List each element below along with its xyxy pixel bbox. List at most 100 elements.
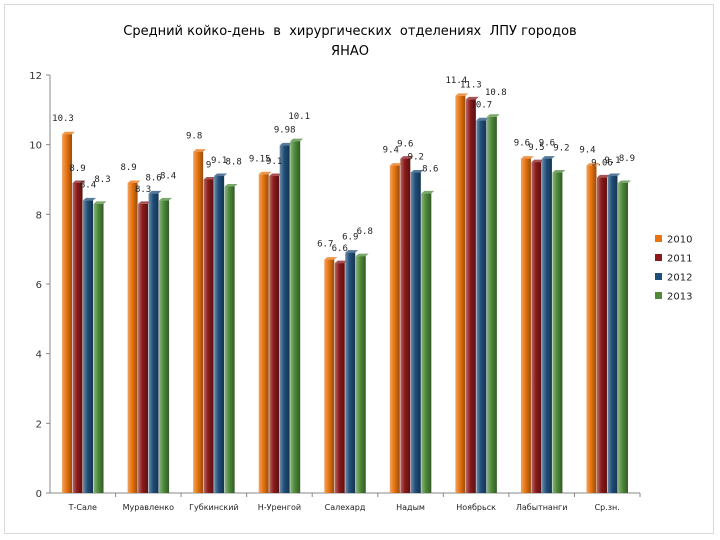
data-label: 10.8: [485, 88, 507, 98]
bar-2011-2: [203, 179, 214, 493]
data-label: 9.1: [604, 156, 620, 166]
data-label: 9.98: [274, 125, 296, 135]
y-tick-label: 4: [36, 350, 42, 361]
bar-cap: [617, 180, 631, 183]
x-tick-label: Губкинский: [189, 503, 238, 512]
data-label: 8.9: [120, 163, 136, 173]
bar-2013-0: [93, 203, 104, 493]
y-tick-label: 10: [29, 141, 42, 152]
bar-cap: [520, 156, 534, 159]
legend-swatch: [655, 292, 662, 299]
data-label: 10.3: [52, 114, 74, 124]
bar-cap: [62, 131, 76, 135]
data-label: 9.06: [591, 158, 613, 168]
bar-2010-3: [258, 174, 269, 493]
bar-cap: [138, 201, 152, 204]
bar-cap: [410, 170, 424, 173]
data-label: 8.6: [145, 173, 161, 183]
bar-cap: [465, 96, 479, 100]
bar-2011-6: [465, 99, 476, 493]
bar-cap: [83, 197, 97, 201]
bar-cap: [290, 138, 304, 142]
bar-cap: [127, 180, 141, 183]
bar-2012-3: [279, 145, 290, 493]
bar-cap: [269, 173, 283, 177]
y-tick-label: 6: [36, 280, 42, 291]
legend-label: 2013: [667, 292, 692, 303]
bar-cap: [455, 93, 469, 96]
x-tick-label: Ноябрьск: [456, 503, 496, 512]
bar-2010-6: [455, 95, 466, 494]
y-tick-label: 0: [36, 489, 42, 500]
bar-cap: [476, 117, 490, 121]
data-label: 6.6: [332, 244, 348, 254]
data-label: 9.6: [397, 140, 413, 150]
data-label: 8.6: [422, 164, 438, 174]
data-label: 8.4: [160, 171, 176, 181]
x-tick-label: Т-Сале: [68, 503, 97, 512]
data-label: 9.4: [579, 146, 595, 156]
data-label: 9.6: [539, 139, 555, 149]
bar-cap: [193, 149, 207, 152]
y-tick-label: 12: [29, 71, 42, 82]
bar-2013-5: [421, 193, 432, 493]
data-label: 8.9: [619, 154, 635, 164]
bar-2013-1: [159, 200, 170, 493]
legend-swatch: [655, 273, 662, 280]
bar-2013-4: [355, 256, 366, 493]
bar-cap: [159, 197, 173, 201]
bar-2012-8: [607, 176, 618, 493]
bars: [62, 93, 631, 494]
bar-2011-8: [596, 177, 607, 493]
bar-cap: [224, 183, 238, 187]
bar-2012-0: [83, 200, 94, 493]
data-label: 11.3: [460, 80, 482, 90]
bar-2012-6: [476, 120, 487, 494]
data-label: 10.1: [288, 112, 310, 122]
bar-cap: [596, 174, 610, 178]
x-tick-label: Надым: [396, 503, 425, 512]
bar-2013-6: [486, 116, 497, 494]
bar-2011-7: [531, 162, 542, 494]
data-label: 9.6: [514, 139, 530, 149]
bar-cap: [334, 260, 348, 264]
bar-2010-8: [586, 165, 597, 494]
data-label: 8.3: [94, 175, 110, 185]
bar-cap: [486, 114, 500, 117]
data-label: 9.8: [186, 132, 202, 142]
legend-label: 2012: [667, 273, 692, 284]
bar-cap: [72, 180, 86, 183]
data-label: 11.4: [446, 76, 468, 86]
bar-cap: [324, 257, 338, 260]
data-label: 9.5: [528, 143, 544, 153]
data-label: 6.7: [317, 240, 333, 250]
x-tick-label: Ср.зн.: [595, 503, 620, 512]
bar-2010-0: [62, 134, 73, 493]
axes: 0 2 4 6 8 10 12 Т-Сале Муравленко Губкинский Н-Уре…: [29, 71, 641, 512]
bar-2010-5: [389, 165, 400, 494]
data-label: 9.15: [249, 154, 271, 164]
data-label: 9.1: [211, 156, 227, 166]
bar-cap: [214, 173, 228, 177]
data-label: 8.9: [69, 164, 85, 174]
x-tick-label: Н-Уренгой: [258, 503, 301, 512]
bar-cap: [345, 250, 359, 253]
data-label: 9.2: [553, 144, 569, 154]
bar-cap: [552, 170, 566, 173]
bar-cap: [355, 253, 369, 257]
bar-2011-4: [334, 263, 345, 493]
y-tick-label: 8: [36, 210, 42, 221]
data-label: 9.2: [408, 153, 424, 163]
bar-cap: [148, 190, 162, 194]
bar-cap: [400, 156, 414, 159]
bar-2010-1: [127, 182, 138, 493]
y-tick-label: 2: [36, 419, 42, 430]
data-label: 8.3: [135, 185, 151, 195]
bar-2013-2: [224, 186, 235, 493]
bar-2012-5: [410, 172, 421, 494]
legend-label: 2010: [667, 235, 692, 246]
bar-2013-7: [552, 172, 563, 494]
bar-2012-2: [214, 176, 225, 493]
legend-swatch: [655, 254, 662, 261]
